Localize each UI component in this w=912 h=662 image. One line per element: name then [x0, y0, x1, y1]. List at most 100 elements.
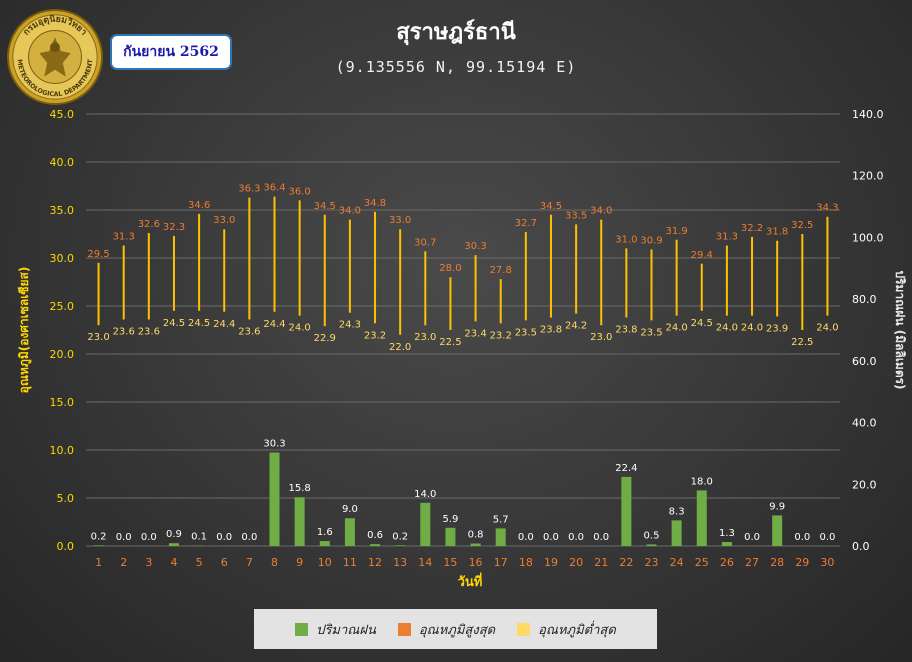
tmax-value-label: 33.5: [565, 210, 587, 221]
tmin-value-label: 23.2: [364, 330, 386, 341]
x-tick-label: 7: [246, 556, 253, 569]
x-tick-label: 19: [544, 556, 558, 569]
tmin-value-label: 24.0: [741, 323, 763, 334]
rain-value-label: 0.0: [819, 532, 835, 543]
tmin-value-label: 24.5: [188, 318, 210, 329]
rain-bar: [671, 520, 682, 546]
weather-chart: 0.2 0.0 0.0 0.9 0.1 0.0 0.030.315.81.69.00.6 0.…: [17, 108, 907, 590]
tmin-value-label: 23.8: [615, 325, 637, 336]
x-tick-label: 1: [95, 556, 102, 569]
x-tick-label: 13: [393, 556, 407, 569]
rain-value-label: 1.3: [719, 528, 735, 539]
rain-value-label: 0.9: [166, 529, 182, 540]
tmax-value-label: 34.5: [314, 201, 336, 212]
rain-value-label: 0.0: [543, 532, 559, 543]
legend-item-tmax: อุณหภูมิสูงสุด: [397, 619, 495, 640]
rain-value-label: 0.8: [468, 530, 484, 541]
y-right-tick-label: 0.0: [852, 540, 870, 553]
x-tick-label: 6: [221, 556, 228, 569]
x-tick-label: 10: [318, 556, 332, 569]
tmax-value-label: 32.2: [741, 223, 763, 234]
rain-value-label: 5.7: [493, 514, 509, 525]
tmin-value-label: 24.2: [565, 321, 587, 332]
month-label: กันยายน 2562: [123, 44, 219, 60]
rain-value-label: 0.1: [191, 532, 207, 543]
tmax-value-label: 30.3: [464, 241, 486, 252]
x-tick-label: 16: [469, 556, 483, 569]
x-tick-label: 11: [343, 556, 357, 569]
chart-legend: ปริมาณฝน อุณหภูมิสูงสุด อุณหภูมิต่ำสุด: [254, 609, 657, 649]
y-left-tick-label: 45.0: [50, 108, 75, 121]
tmax-value-label: 32.6: [138, 219, 160, 230]
tmin-value-label: 22.0: [389, 342, 411, 353]
tmin-value-label: 23.6: [238, 326, 260, 337]
y-right-tick-label: 20.0: [852, 478, 877, 491]
tmin-value-label: 23.5: [640, 327, 662, 338]
y-left-tick-label: 0.0: [57, 540, 75, 553]
y-right-tick-label: 60.0: [852, 355, 877, 368]
tmin-value-label: 22.9: [314, 333, 336, 344]
legend-label-tmin: อุณหภูมิต่ำสุด: [538, 622, 616, 638]
rain-bar: [319, 541, 330, 546]
data-labels: 0.2 0.0 0.0 0.9 0.1 0.0 0.0 30.3 15.8 1.6 9.0 0.6 0.…: [87, 183, 838, 543]
x-tick-label: 22: [619, 556, 633, 569]
tmin-value-label: 23.5: [515, 327, 537, 338]
rain-bar: [370, 544, 381, 546]
rain-bar: [294, 497, 305, 546]
rain-value-label: 8.3: [669, 506, 685, 517]
tmin-value-label: 23.0: [590, 332, 612, 343]
tmax-value-label: 34.5: [540, 201, 562, 212]
month-label-box: กันยายน 2562: [110, 34, 232, 70]
temperature-range-lines: [97, 196, 829, 335]
tmax-value-label: 36.0: [289, 186, 311, 197]
y-left-tick-label: 25.0: [50, 300, 75, 313]
rain-bar: [721, 541, 732, 546]
tmin-value-label: 24.5: [163, 318, 185, 329]
x-tick-label: 20: [569, 556, 583, 569]
tmin-value-label: 22.5: [439, 337, 461, 348]
chart-title: สุราษฎร์ธานี: [396, 20, 516, 45]
tmin-value-label: 23.9: [766, 324, 788, 335]
chart-subtitle-coordinates: (9.135556 N, 99.15194 E): [335, 58, 577, 76]
rain-bar: [93, 545, 104, 546]
rain-value-label: 18.0: [691, 476, 713, 487]
x-tick-label: 21: [594, 556, 608, 569]
legend-swatch-tmax: [397, 622, 411, 636]
x-tick-label: 12: [368, 556, 382, 569]
rain-bar: [269, 452, 280, 546]
legend-swatch-tmin: [517, 622, 531, 636]
x-tick-label: 27: [745, 556, 759, 569]
rain-value-label: 0.2: [392, 531, 408, 542]
tmax-value-label: 36.4: [263, 183, 285, 194]
rain-bar: [395, 545, 406, 546]
tmin-value-label: 24.0: [289, 323, 311, 334]
x-tick-label: 25: [695, 556, 709, 569]
tmin-value-label: 23.2: [490, 330, 512, 341]
rain-bar: [344, 518, 355, 546]
rain-bar: [420, 502, 431, 546]
y-left-tick-label: 40.0: [50, 156, 75, 169]
tmin-value-label: 23.6: [138, 326, 160, 337]
tmax-value-label: 31.8: [766, 227, 788, 238]
x-tick-label: 5: [196, 556, 203, 569]
rain-value-label: 5.9: [442, 514, 458, 525]
tmin-value-label: 23.0: [87, 332, 109, 343]
x-tick-label: 28: [770, 556, 784, 569]
x-tick-label: 8: [271, 556, 278, 569]
x-tick-label: 29: [795, 556, 809, 569]
tmax-value-label: 34.6: [188, 200, 210, 211]
tmin-value-label: 24.0: [666, 323, 688, 334]
tmax-value-label: 31.9: [666, 226, 688, 237]
meteorological-department-logo: กรมอุตุนิยมวิทยา METEOROLOGICAL DEPARTME…: [6, 8, 104, 106]
rain-value-label: 9.9: [769, 501, 785, 512]
legend-label-rain: ปริมาณฝน: [316, 622, 376, 638]
y-left-tick-label: 5.0: [57, 492, 75, 505]
rain-value-label: 0.0: [518, 532, 534, 543]
rain-value-label: 0.0: [568, 532, 584, 543]
x-tick-label: 15: [443, 556, 457, 569]
tmax-value-label: 32.7: [515, 218, 537, 229]
rain-value-label: 22.4: [615, 463, 637, 474]
y-right-tick-label: 120.0: [852, 170, 884, 183]
y-left-tick-label: 10.0: [50, 444, 75, 457]
tmax-value-label: 27.8: [490, 265, 512, 276]
